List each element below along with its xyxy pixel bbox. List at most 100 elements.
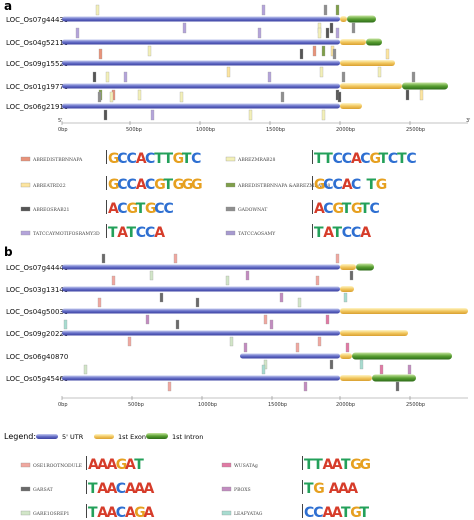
gene-label: LOC_Os07g44440 [6, 264, 68, 272]
logo-letter: A [108, 201, 119, 217]
exon-bar [340, 39, 366, 45]
exon-bar [340, 308, 468, 314]
logo-axis [312, 200, 313, 214]
motif-mark [407, 364, 412, 375]
motif-mark [323, 4, 328, 16]
motif-swatch [20, 462, 31, 468]
motif-name: ABREZMRAB28 [237, 157, 275, 163]
motif-mark [195, 297, 200, 308]
logo-letter: C [145, 225, 155, 241]
motif-name: OSE1ROOTNODULE [33, 463, 82, 469]
motif-mark [267, 71, 272, 83]
axis-start-label: 5' [58, 118, 63, 124]
motif-mark [147, 45, 152, 57]
logo-axis [106, 176, 107, 190]
logo-axis [302, 456, 303, 470]
logo-letter: T [163, 177, 173, 193]
logo-letter: G [191, 177, 203, 193]
motif-mark [297, 297, 302, 308]
motif-swatch [20, 486, 31, 492]
gene-label: LOC_Os03g13140 [6, 286, 68, 294]
motif-mark [303, 381, 308, 392]
logo-letter: T [136, 201, 146, 217]
logo-letter: C [154, 201, 164, 217]
logo-axis [86, 504, 87, 518]
exon-bar [340, 16, 347, 22]
axis-tick-label: 1500bp [268, 402, 287, 408]
logo-letter: C [323, 177, 333, 193]
motif-mark [257, 27, 262, 39]
logo-letter: A [314, 201, 325, 217]
motif-name: GARSAT [33, 487, 54, 493]
logo-letter: A [323, 225, 334, 241]
motif-mark [345, 342, 350, 353]
motif-swatch [20, 230, 31, 236]
logo-letter: A [125, 457, 136, 473]
motif-mark [111, 275, 116, 286]
motif-name: TATCCAOSAMY [238, 231, 276, 237]
exon-bar [340, 375, 372, 381]
motif-mark [145, 314, 150, 325]
logo-letter: T [154, 151, 164, 167]
motif-mark [245, 270, 250, 281]
motif-mark [325, 314, 330, 325]
logo-letter: G [350, 505, 362, 520]
exon-bar [340, 264, 356, 270]
logo-letter: C [342, 151, 352, 167]
structure-legend: Legend: 5' UTR 1st Exon 1st Intron [4, 432, 203, 441]
motif-mark [97, 297, 102, 308]
motif-mark [101, 253, 106, 264]
motif-name: TATCCAYMOTIFOSRAMY3D [33, 231, 100, 237]
logo-letter: A [338, 481, 349, 497]
motif-mark [179, 91, 184, 103]
logo-axis [106, 224, 107, 238]
logo-letter: T [342, 201, 352, 217]
logo-letter: A [117, 225, 128, 241]
motif-swatch [221, 486, 232, 492]
logo-letter: G [376, 177, 388, 193]
panel-a-label: a [4, 0, 12, 13]
legend-utr-swatch [36, 434, 58, 439]
axis-tick-label: 1000bp [198, 402, 217, 408]
panel-a-axis: 5' 3' 0bp 500bp 1000bp 1500bp 2000bp 2500bp [58, 118, 471, 133]
logo-letter: T [304, 481, 314, 497]
logo-letter: G [359, 457, 371, 473]
logo-letter: T [314, 225, 324, 241]
logo-letter: G [332, 201, 344, 217]
logo-letter: C [332, 177, 342, 193]
motif-mark [109, 91, 114, 103]
motif-name: ABREOSRAB21 [32, 207, 69, 213]
logo-letter: A [347, 481, 358, 497]
motif-mark [411, 71, 416, 83]
motif-mark [325, 27, 330, 39]
gene-label: LOC_Os06g21910 [6, 103, 68, 111]
logo-letter: G [173, 151, 185, 167]
logo-letter: T [182, 151, 192, 167]
logo-letter: C [369, 201, 379, 217]
logo-letter: C [323, 201, 333, 217]
logo-axis [302, 504, 303, 518]
axis-tick-label: 1000bp [196, 127, 215, 133]
logo-letter: C [126, 177, 136, 193]
motif-mark [150, 109, 155, 121]
logo-letter: A [154, 225, 165, 241]
motif-mark [263, 359, 268, 370]
logo-letter: A [322, 505, 333, 520]
motif-mark [377, 66, 382, 78]
panel-b-label: b [4, 245, 13, 259]
motif-mark [329, 359, 334, 370]
utr-bar [240, 353, 340, 359]
motif-mark [321, 45, 326, 57]
logo-letter: C [163, 201, 173, 217]
motif-mark [319, 66, 324, 78]
utr-bar [62, 308, 340, 314]
logo-letter: C [351, 225, 361, 241]
motif-mark [312, 45, 317, 57]
logo-axis [302, 480, 303, 494]
logo-letter: C [304, 505, 314, 520]
logo-letter: C [117, 177, 127, 193]
logo-letter: T [332, 225, 342, 241]
motif-mark [279, 292, 284, 303]
